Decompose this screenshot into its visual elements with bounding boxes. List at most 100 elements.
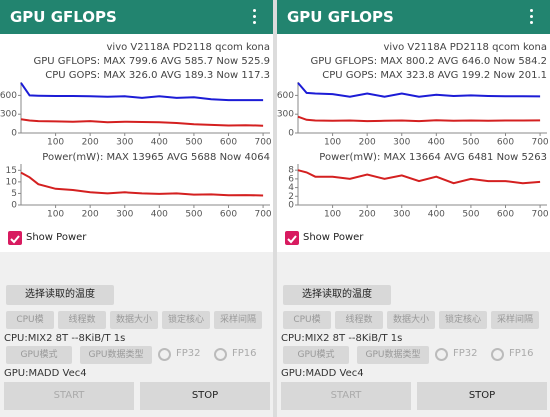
data-line [297,115,541,123]
x-tick-label: 200 [82,138,99,148]
gpu-option-button[interactable]: GPU数据类型 [357,346,429,364]
x-tick-label: 500 [462,138,479,148]
x-tick-label: 400 [428,138,445,148]
device-info: vivo V2118A PD2118 qcom kona [383,42,547,53]
y-tick-label: 300 [0,110,17,120]
menu-dot [253,21,256,24]
cpu-option-button[interactable]: 采样间隔 [491,311,539,329]
y-tick-label: 2 [288,192,294,202]
radio-button[interactable] [158,348,171,361]
show-power-label: Show Power [26,232,87,243]
show-power-checkbox[interactable] [285,231,299,245]
cpu-info: CPU:MIX2 8T --8KiB/T 1s [281,333,403,344]
data-line [297,82,541,98]
check-icon [287,235,297,244]
y-tick-label: 5 [11,189,17,199]
power-stats: Power(mW): MAX 13965 AVG 5688 Now 4064 [42,152,270,163]
menu-dot [253,15,256,18]
content-area [0,34,273,252]
gpu-gflops: GPU GFLOPS: MAX 800.2 AVG 646.0 Now 584.… [310,56,547,67]
cpu-option-button[interactable]: 线程数 [58,311,106,329]
temp-button[interactable]: 选择读取的温度 [6,285,114,305]
x-tick-label: 700 [531,210,548,220]
data-line [20,118,264,127]
app-title: GPU GFLOPS [287,8,394,26]
show-power-label: Show Power [303,232,364,243]
x-tick-label: 100 [324,210,341,220]
content-area [277,34,550,252]
data-line [20,171,264,197]
x-tick-label: 600 [220,210,237,220]
cpu-option-button[interactable]: 锁定核心 [162,311,210,329]
cpu-gops: CPU GOPS: MAX 323.8 AVG 199.2 Now 201.1 [322,70,547,81]
y-tick-label: 6 [288,174,294,184]
app-bar: GPU GFLOPS [277,0,550,34]
gpu-option-button[interactable]: GPU数据类型 [80,346,152,364]
x-tick-label: 500 [462,210,479,220]
cpu-option-button[interactable]: 锁定核心 [439,311,487,329]
cpu-gops: CPU GOPS: MAX 326.0 AVG 189.3 Now 117.3 [45,70,270,81]
gpu-info: GPU:MADD Vec4 [281,368,364,379]
cpu-option-button[interactable]: 数据大小 [387,311,435,329]
cpu-option-button[interactable]: 数据大小 [110,311,158,329]
x-tick-label: 400 [151,138,168,148]
x-tick-label: 200 [359,210,376,220]
radio-label: FP32 [176,348,201,359]
cpu-option-button[interactable]: 采样间隔 [214,311,262,329]
radio-button[interactable] [214,348,227,361]
temp-button[interactable]: 选择读取的温度 [283,285,391,305]
x-tick-label: 300 [393,138,410,148]
menu-dot [253,9,256,12]
x-tick-label: 700 [254,138,271,148]
y-tick-label: 0 [11,201,17,211]
y-tick-label: 300 [277,110,294,120]
x-tick-label: 100 [324,138,341,148]
device-info: vivo V2118A PD2118 qcom kona [106,42,270,53]
y-tick-label: 10 [6,177,18,187]
menu-button[interactable] [250,8,260,26]
data-line [20,82,264,102]
cpu-option-button[interactable]: 线程数 [335,311,383,329]
gpu-option-button[interactable]: GPU模式 [283,346,349,364]
show-power-checkbox[interactable] [8,231,22,245]
y-tick-label: 600 [277,91,294,101]
y-tick-label: 600 [0,91,17,101]
start-button[interactable]: START [281,382,411,410]
radio-label: FP16 [232,348,257,359]
stop-button[interactable]: STOP [140,382,270,410]
phone-screen: GPU GFLOPS vivo V2118A PD2118 qcom kona GP… [0,0,273,417]
x-tick-label: 700 [254,210,271,220]
radio-label: FP16 [509,348,534,359]
data-line [297,169,541,185]
menu-dot [530,15,533,18]
radio-button[interactable] [491,348,504,361]
stop-button[interactable]: STOP [417,382,547,410]
x-tick-label: 500 [185,210,202,220]
cpu-option-button[interactable]: CPU模 [6,311,54,329]
x-tick-label: 600 [497,138,514,148]
gpu-option-button[interactable]: GPU模式 [6,346,72,364]
x-tick-label: 400 [428,210,445,220]
y-tick-label: 0 [11,129,17,139]
gpu-info: GPU:MADD Vec4 [4,368,87,379]
y-tick-label: 4 [288,183,294,193]
radio-button[interactable] [435,348,448,361]
app-title: GPU GFLOPS [10,8,117,26]
y-tick-label: 15 [6,166,17,176]
cpu-option-button[interactable]: CPU模 [283,311,331,329]
menu-button[interactable] [527,8,537,26]
app-bar: GPU GFLOPS [0,0,273,34]
y-tick-label: 0 [288,201,294,211]
start-button[interactable]: START [4,382,134,410]
menu-dot [530,21,533,24]
x-tick-label: 600 [497,210,514,220]
x-tick-label: 400 [151,210,168,220]
y-tick-label: 8 [288,166,294,176]
menu-dot [530,9,533,12]
y-tick-label: 0 [288,129,294,139]
x-tick-label: 300 [116,138,133,148]
x-tick-label: 600 [220,138,237,148]
